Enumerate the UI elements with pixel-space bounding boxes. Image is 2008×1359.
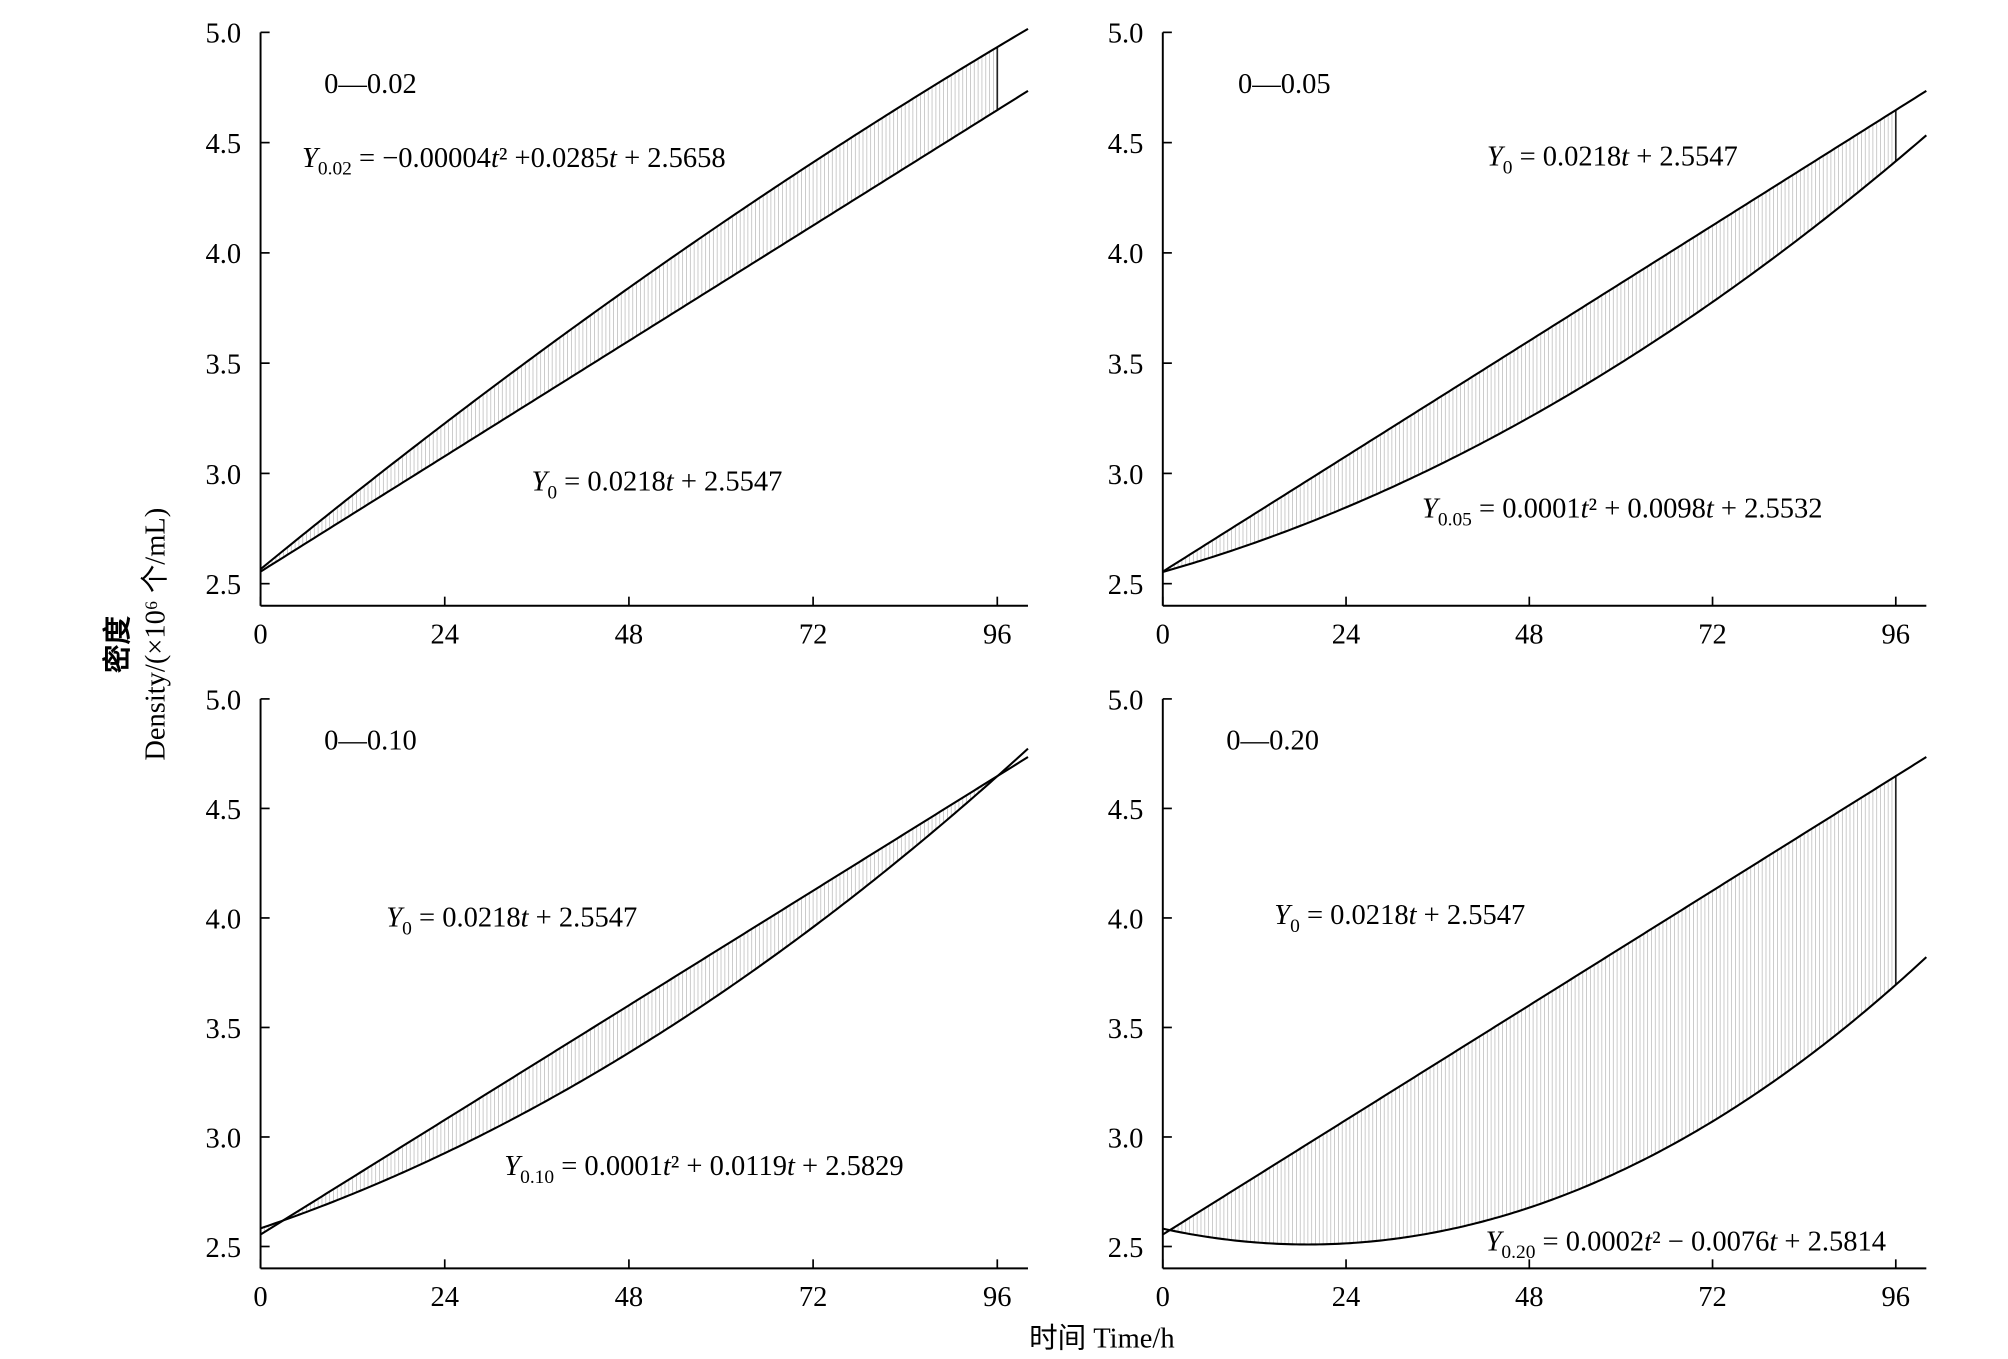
y-tick-label: 5.0: [1108, 685, 1144, 716]
panel-4: 2.5 3.0 3.5 4.0 4.5 5.0 0 24 48 72 96 0—0.20 Y0.20 =…: [1108, 685, 1928, 1313]
panel-2: 2.5 3.0 3.5 4.0 4.5 5.0 0 24 48 72 96 0—0.05 Y0.05 =…: [1108, 19, 1928, 650]
x-tick-label: 96: [1882, 619, 1911, 650]
y-tick-label: 3.5: [205, 1014, 241, 1045]
treatment-equation: Y0.05 = 0.0001t² + 0.0098t + 2.5532: [1422, 494, 1822, 531]
y-tick-label: 3.5: [205, 350, 241, 381]
treatment-equation: Y0.02 = −0.00004t² +0.0285t + 2.5658: [302, 143, 726, 180]
x-tick-label: 48: [615, 1282, 644, 1313]
x-tick-label: 72: [1698, 619, 1727, 650]
control-curve: [260, 756, 1029, 1236]
x-tick-label: 48: [1515, 619, 1544, 650]
control-curve: [1162, 756, 1927, 1236]
y-tick-label: 4.0: [1108, 239, 1144, 270]
panel-3: 2.5 3.0 3.5 4.0 4.5 5.0 0 24 48 72 96 0—0.10 Y0.10 =…: [205, 685, 1029, 1313]
y-tick-label: 2.5: [205, 570, 241, 601]
panel-label: 0—0.05: [1238, 69, 1331, 100]
control-curve: [1162, 89, 1927, 573]
x-tick-label: 48: [615, 619, 644, 650]
x-tick-label: 24: [430, 619, 459, 650]
x-axis-title: 时间 Time/h: [1029, 1322, 1174, 1354]
x-tick-label: 72: [1698, 1282, 1727, 1313]
y-axis-title: Density/(×10⁶ 个/mL): [140, 508, 172, 761]
y-tick-label: 3.0: [1108, 1123, 1144, 1154]
x-tick-label: 96: [1882, 1282, 1911, 1313]
y-tick-label: 4.0: [205, 239, 241, 270]
y-tick-label: 2.5: [1108, 570, 1144, 601]
y-tick-label: 2.5: [205, 1233, 241, 1264]
x-tick-label: 24: [1332, 1282, 1361, 1313]
y-tick-label: 4.5: [205, 129, 241, 160]
x-tick-label: 24: [1332, 619, 1361, 650]
y-tick-label: 5.0: [205, 685, 241, 716]
x-tick-label: 0: [1156, 1282, 1170, 1313]
treatment-equation: Y0.10 = 0.0001t² + 0.0119t + 2.5829: [504, 1151, 903, 1188]
x-tick-label: 72: [799, 619, 828, 650]
y-tick-label: 3.0: [205, 1123, 241, 1154]
x-tick-label: 0: [1156, 619, 1170, 650]
y-tick-label: 3.0: [1108, 460, 1144, 491]
y-tick-label: 3.0: [205, 460, 241, 491]
control-equation: Y0 = 0.0218t + 2.5547: [531, 467, 782, 504]
treatment-curve: [1162, 956, 1928, 1246]
control-equation: Y0 = 0.0218t + 2.5547: [1274, 900, 1525, 937]
treatment-curve: [259, 27, 1029, 570]
y-axis-title-chinese: 密度: [101, 616, 134, 673]
treatment-curve: [1162, 134, 1928, 573]
control-equation: Y0 = 0.0218t + 2.5547: [386, 903, 637, 940]
panel-1: 2.5 3.0 3.5 4.0 4.5 5.0 0 24 48 72 96 0—0.02 Y0.02 =…: [205, 19, 1029, 650]
x-tick-label: 96: [983, 619, 1012, 650]
panel-label: 0—0.10: [324, 725, 417, 756]
y-tick-label: 3.5: [1108, 1014, 1144, 1045]
x-tick-label: 72: [799, 1282, 828, 1313]
y-tick-label: 4.5: [205, 795, 241, 826]
x-tick-label: 0: [253, 1282, 267, 1313]
treatment-equation: Y0.20 = 0.0002t² − 0.0076t + 2.5814: [1486, 1226, 1886, 1263]
y-tick-label: 3.5: [1108, 350, 1144, 381]
y-tick-label: 4.5: [1108, 795, 1144, 826]
y-tick-label: 4.0: [205, 904, 241, 935]
x-tick-label: 0: [253, 619, 267, 650]
panels: 2.5 3.0 3.5 4.0 4.5 5.0 0 24 48 72 96 0—0.02 Y0.02 =…: [205, 19, 1928, 1313]
x-tick-label: 96: [983, 1282, 1012, 1313]
y-tick-label: 5.0: [205, 19, 241, 50]
control-equation: Y0 = 0.0218t + 2.5547: [1487, 142, 1738, 179]
treatment-curve: [260, 747, 1029, 1230]
panel-label: 0—0.02: [324, 69, 417, 100]
panel-label: 0—0.20: [1226, 725, 1319, 756]
x-tick-label: 48: [1515, 1282, 1544, 1313]
y-tick-label: 4.5: [1108, 129, 1144, 160]
y-tick-label: 4.0: [1108, 904, 1144, 935]
y-tick-label: 2.5: [1108, 1233, 1144, 1264]
x-tick-label: 24: [430, 1282, 459, 1313]
control-curve: [260, 89, 1029, 573]
y-tick-label: 5.0: [1108, 19, 1144, 50]
